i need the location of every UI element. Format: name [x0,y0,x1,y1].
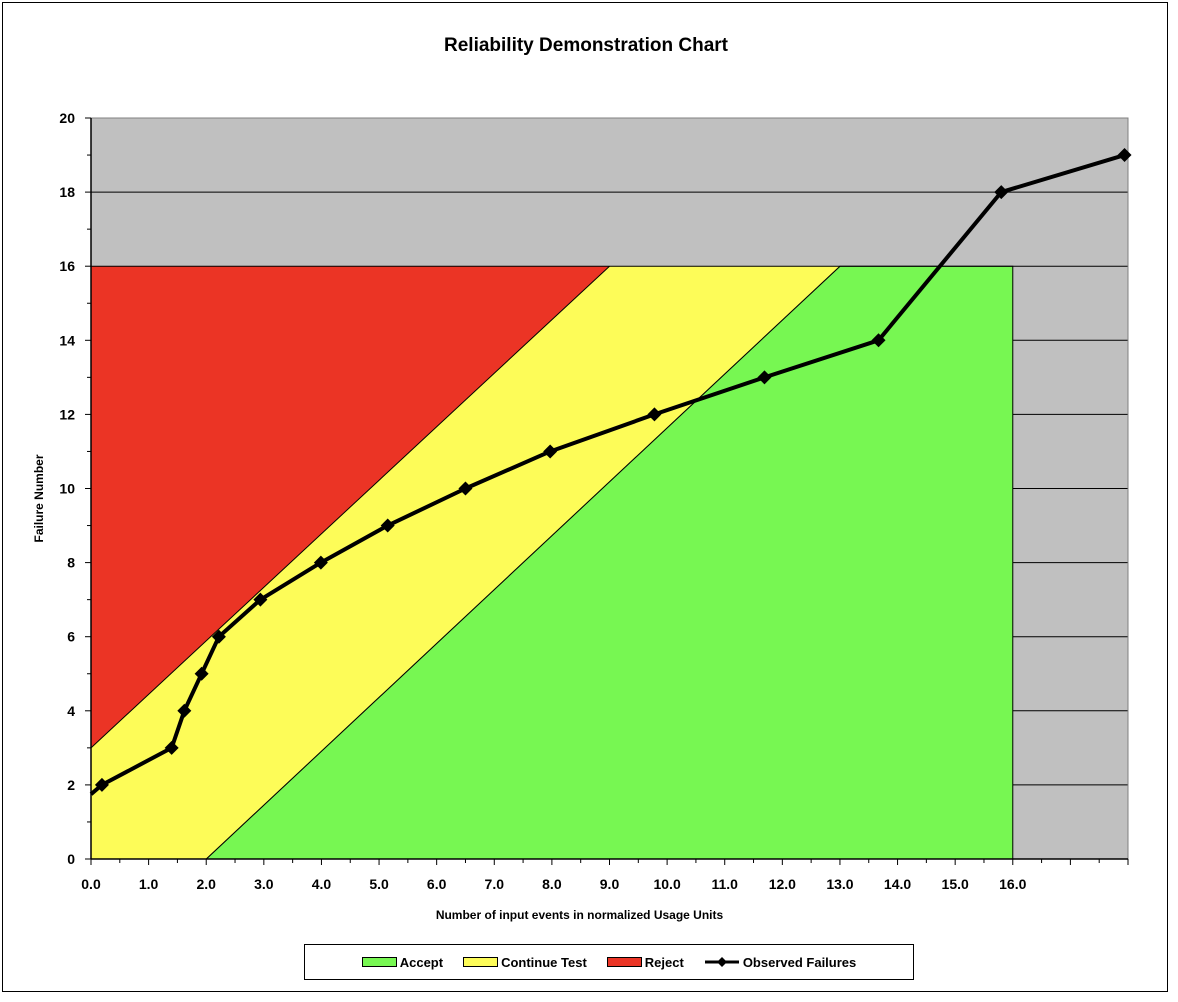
y-tick-label: 8 [67,555,75,571]
plot-area[interactable]: 0 2 4 6 8 10 12 14 16 18 20 0.0 1.0 2.0 3.0 4.0 5.0 6.0 7.… [3,3,1169,993]
data-point-observed-failure [543,444,558,459]
x-tick-label: 3.0 [254,876,274,892]
y-tick-label: 6 [67,629,75,645]
data-point-observed-failure [313,555,328,570]
reject-boundary-line [90,265,610,749]
legend-item-accept[interactable]: Accept [361,954,444,970]
y-tick-label: 0 [67,851,75,867]
chart-area[interactable]: Reliability Demonstration Chart 0 2 4 6 8 10 1… [2,2,1168,992]
series-line-observed-failures [89,153,1126,796]
legend-item-observed-failures[interactable]: Observed Failures [704,955,856,970]
data-point-observed-failure [194,666,209,681]
x-tick-label: 16.0 [999,876,1026,892]
legend-label-observed-failures: Observed Failures [742,954,857,970]
y-tick-label: 14 [59,332,75,348]
data-point-observed-failure [871,333,886,348]
y-tick-label: 12 [59,406,75,422]
x-tick-label: 11.0 [711,876,738,892]
x-tick-label: 8.0 [542,876,562,892]
y-tick-label: 4 [67,703,75,719]
data-point-observed-failure [211,629,226,644]
y-tick-label: 18 [59,184,75,200]
x-axis-label: Number of input events in normalized Usa… [436,908,724,922]
data-point-observed-failure [380,518,395,533]
x-tick-label: 15.0 [942,876,969,892]
legend-label-reject: Reject [644,954,684,970]
chart-title: Reliability Demonstration Chart [444,35,728,56]
y-axis-label: Failure Number [32,454,46,542]
legend-swatch-observed-failures [704,957,739,967]
x-tick-label: 10.0 [653,876,680,892]
legend-swatch-continue-test [463,957,499,967]
legend-label-accept: Accept [399,954,444,970]
x-tick-label: 2.0 [196,876,216,892]
data-point-observed-failure [164,740,179,755]
x-tick-label: 0.0 [81,876,101,892]
y-tick-label: 10 [59,481,75,497]
axes [85,117,1129,865]
data-point-observed-failure [458,481,473,496]
data-point-observed-failure [94,777,109,792]
region-layer [90,118,1128,860]
legend-label-continue-test: Continue Test [501,954,587,970]
legend[interactable]: Accept Continue Test Reject Observed Fai… [304,944,914,980]
data-point-observed-failure [253,592,268,607]
data-point-observed-failure [757,370,772,385]
data-point-observed-failure [177,703,192,718]
x-tick-label: 5.0 [369,876,389,892]
series-layer [89,148,1132,796]
x-tick-label: 9.0 [600,876,620,892]
x-tick-label: 13.0 [826,876,853,892]
x-tick-label: 4.0 [312,876,332,892]
x-tick-label: 14.0 [884,876,911,892]
data-point-observed-failure [1117,148,1132,163]
y-tick-label: 2 [67,777,75,793]
legend-swatch-accept [361,957,397,967]
accept-boundary-line [205,265,841,860]
gridlines [91,191,1128,786]
tick-labels: 0 2 4 6 8 10 12 14 16 18 20 0.0 1.0 2.0 3.0 4.0 5.0 6.0 7.… [59,110,1026,892]
x-tick-label: 7.0 [485,876,505,892]
x-tick-label: 12.0 [769,876,796,892]
data-point-observed-failure [647,407,662,422]
legend-item-continue-test[interactable]: Continue Test [463,955,587,970]
data-point-observed-failure [994,185,1009,200]
legend-swatch-reject [606,957,642,967]
x-tick-label: 6.0 [427,876,447,892]
y-tick-label: 20 [59,110,75,126]
x-tick-label: 1.0 [139,876,159,892]
legend-item-reject[interactable]: Reject [606,954,684,970]
y-tick-label: 16 [59,258,75,274]
